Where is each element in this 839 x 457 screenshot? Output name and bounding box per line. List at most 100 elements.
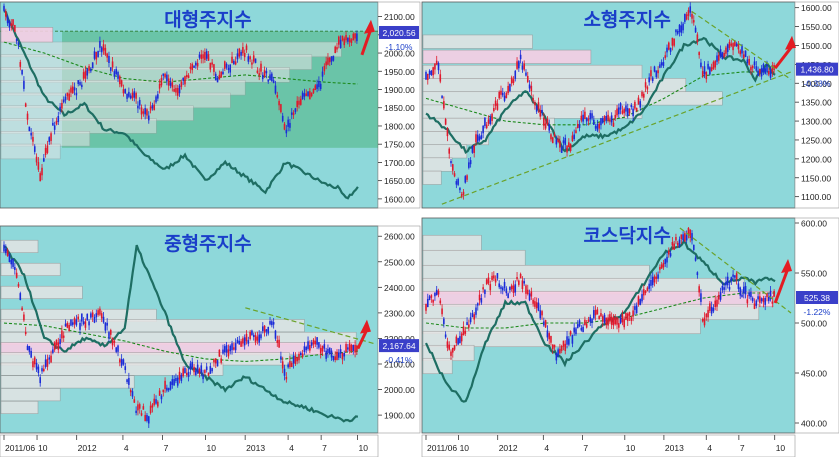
candle-body <box>133 399 136 403</box>
candle-body <box>635 107 638 112</box>
candle-body <box>539 110 542 117</box>
candle-body <box>314 85 317 90</box>
candle-body <box>240 341 242 347</box>
candles <box>3 241 358 429</box>
candle-body <box>175 378 177 382</box>
candle-body <box>767 296 770 302</box>
candle-body <box>525 285 527 294</box>
candle-body <box>598 316 600 320</box>
candle-body <box>95 51 98 60</box>
candle-body <box>231 343 233 351</box>
candle-body <box>575 130 577 134</box>
candle-body <box>696 272 699 276</box>
candle-body <box>274 85 277 94</box>
candle-body <box>233 60 235 64</box>
candle-body <box>93 51 96 59</box>
volume-profile-bar <box>422 91 723 106</box>
candle-body <box>218 74 221 80</box>
candle-body <box>323 344 326 349</box>
x-tick-label: 10 <box>460 443 470 453</box>
candle-body <box>352 344 355 351</box>
candle-body <box>292 112 295 116</box>
candle-body <box>434 292 436 297</box>
candle-body <box>473 314 476 320</box>
candle-body <box>732 43 734 51</box>
x-tick-label: 4 <box>124 443 129 453</box>
candle-body <box>464 176 467 183</box>
candle-body <box>52 122 54 126</box>
candle-body <box>441 308 443 315</box>
candle-body <box>728 41 731 48</box>
candle-body <box>162 389 165 393</box>
candle-body <box>750 291 752 298</box>
price-tag-box <box>796 291 838 304</box>
volume-profile-bar <box>422 34 533 49</box>
y-tick-label: 1550.00 <box>801 22 832 32</box>
candle-body <box>30 132 32 136</box>
candle-body <box>243 52 246 58</box>
candle-body <box>753 61 756 66</box>
candle-body <box>626 313 629 322</box>
candle-body <box>12 258 14 267</box>
candle-body <box>707 63 709 69</box>
candle-body <box>678 239 681 247</box>
candle-body <box>685 14 688 20</box>
candle-body <box>33 146 36 152</box>
candle-body <box>35 362 38 370</box>
candle-body <box>498 283 500 288</box>
candle-body <box>703 66 706 75</box>
candle-body <box>771 301 774 304</box>
candle-body <box>84 70 87 79</box>
candle-body <box>603 314 606 323</box>
candle-body <box>521 280 524 290</box>
candle-body <box>39 377 41 384</box>
y-tick-label: 1250.00 <box>801 135 832 145</box>
candle-body <box>716 299 718 307</box>
candle-body <box>569 143 572 152</box>
candle-body <box>587 319 590 322</box>
candle-body <box>717 294 720 300</box>
candle-body <box>193 65 195 68</box>
candle-body <box>356 33 358 42</box>
candle-body <box>493 108 495 112</box>
candle-body <box>682 234 684 241</box>
candle-body <box>14 25 16 32</box>
candle-body <box>487 119 490 124</box>
candle-body <box>755 66 758 71</box>
candle-body <box>584 319 586 326</box>
candle-body <box>336 47 338 50</box>
candle-body <box>430 70 433 75</box>
candle-body <box>243 337 246 346</box>
candle-body <box>3 244 5 252</box>
candle-body <box>216 360 219 367</box>
candle-body <box>100 47 103 53</box>
candle-body <box>576 123 579 129</box>
candle-body <box>682 23 684 31</box>
candle-body <box>354 344 356 353</box>
candle-body <box>61 102 63 109</box>
candle-body <box>616 108 618 116</box>
candle-body <box>229 345 232 352</box>
candle-body <box>303 346 306 353</box>
candle-body <box>191 361 194 368</box>
candle-body <box>64 323 67 327</box>
candle-body <box>751 65 754 69</box>
candle-body <box>115 347 118 352</box>
candle-body <box>53 342 56 350</box>
candle-body <box>689 229 692 238</box>
candle-body <box>97 50 99 57</box>
candle-body <box>77 316 80 320</box>
candle-body <box>541 109 543 113</box>
candle-body <box>455 181 458 185</box>
candle-body <box>77 80 80 84</box>
candle-body <box>692 244 695 250</box>
candle-body <box>505 92 508 99</box>
candle-body <box>537 102 540 110</box>
candle-body <box>213 359 215 363</box>
candle-body <box>721 52 724 60</box>
candle-body <box>211 62 213 65</box>
candle-body <box>676 31 679 34</box>
candle-body <box>350 39 353 43</box>
candle-body <box>544 320 547 328</box>
candle-body <box>289 122 291 128</box>
